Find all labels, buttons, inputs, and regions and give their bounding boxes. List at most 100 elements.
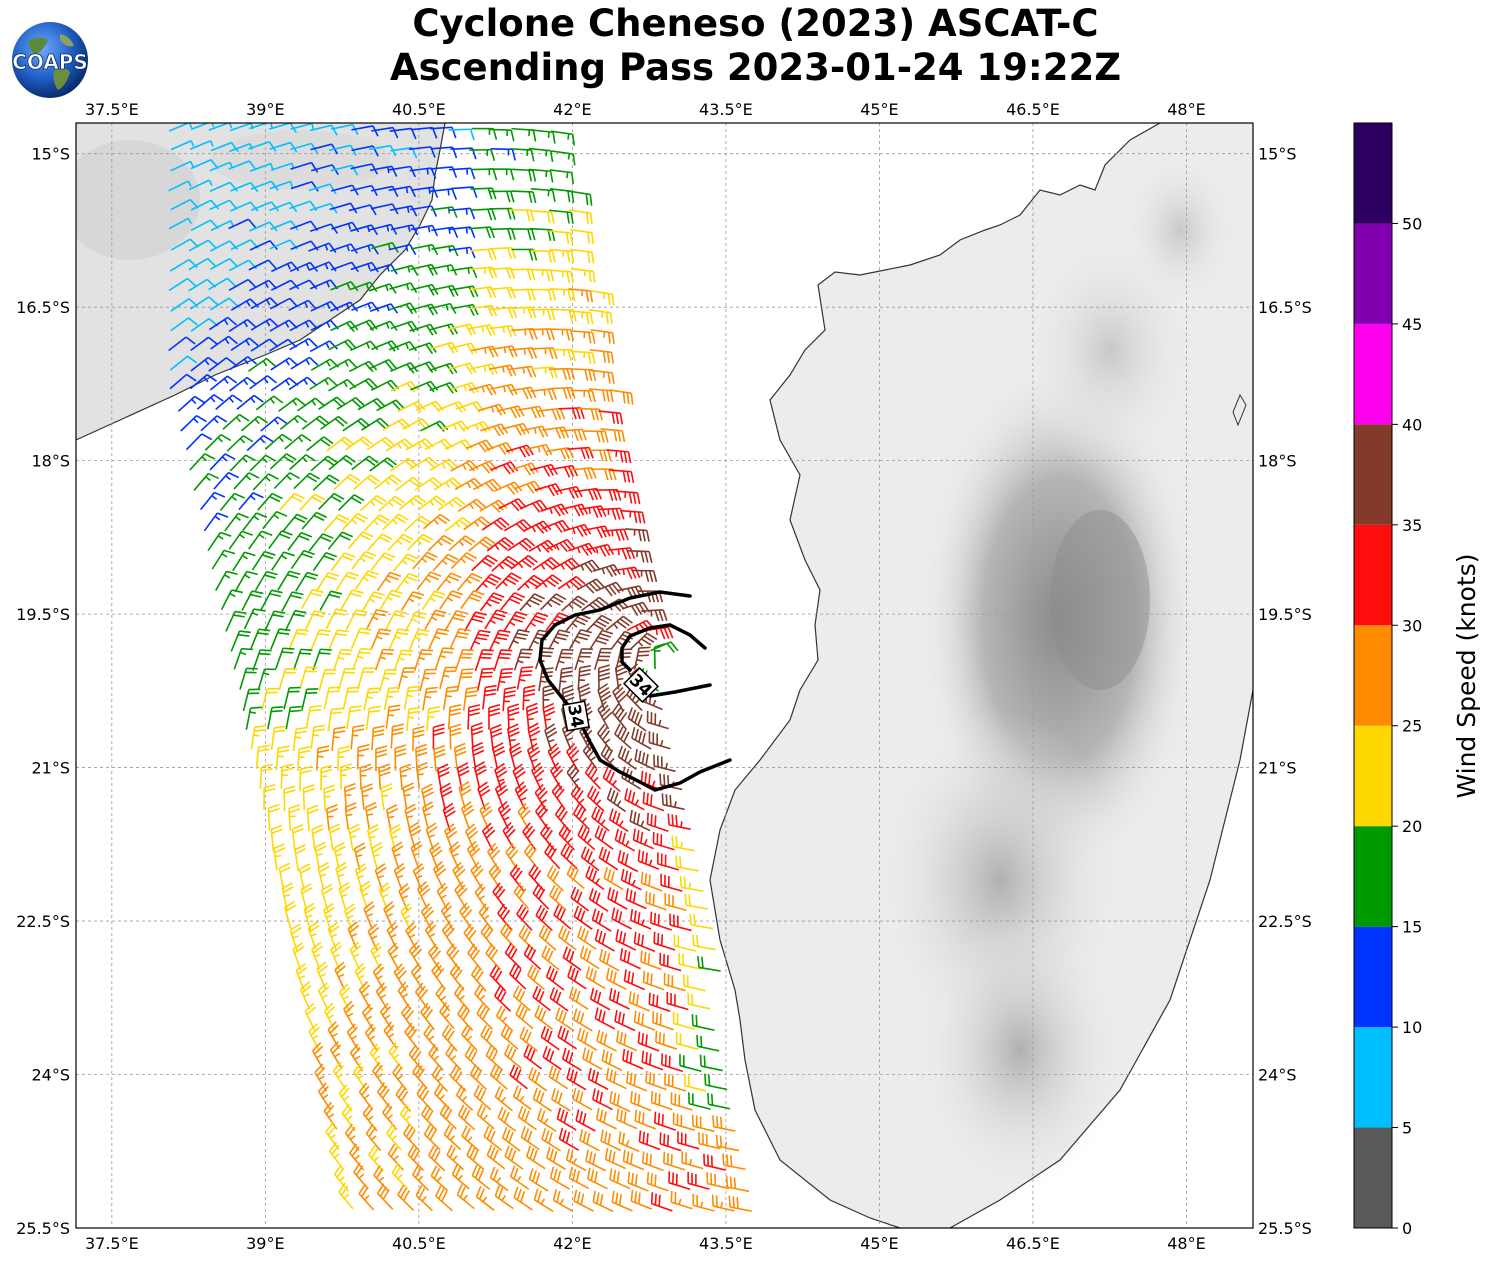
wind-barb [632, 828, 655, 850]
wind-barb [210, 220, 235, 232]
wind-barb [284, 609, 307, 631]
wind-barb [554, 804, 571, 832]
wind-barb [290, 123, 315, 130]
wind-barb [278, 862, 291, 891]
wind-barb [284, 900, 297, 929]
wind-barb [249, 221, 278, 232]
wind-barb [405, 921, 418, 951]
wind-barb [583, 430, 609, 443]
wind-barb [502, 686, 517, 712]
wind-barb [679, 875, 704, 892]
wind-barb [350, 340, 379, 352]
wind-barb [560, 428, 587, 441]
wind-barb [489, 286, 516, 299]
wind-barb [403, 685, 420, 710]
wind-barb [410, 840, 423, 869]
wind-barb [544, 842, 561, 870]
wind-barb [376, 571, 402, 592]
colorbar-tick-label: 30 [1402, 616, 1422, 635]
wind-barb [210, 258, 239, 271]
wind-barb [670, 1092, 693, 1111]
colorbar-tick-label: 35 [1402, 516, 1422, 535]
wind-barb [170, 160, 194, 172]
wind-barb [625, 1071, 648, 1092]
wind-barb [590, 290, 615, 306]
wind-barb [200, 491, 226, 511]
wind-barb [703, 1153, 726, 1171]
wind-barb [439, 666, 457, 690]
lon-tick-top: 40.5°E [392, 100, 446, 119]
wind-barb [385, 438, 414, 452]
coaps-logo: COAPS [12, 22, 88, 98]
wind-barb [260, 589, 283, 611]
wind-barb [293, 472, 320, 490]
wind-barb [560, 843, 578, 870]
wind-barb [666, 992, 689, 1011]
wind-barb [444, 516, 472, 532]
wind-barb [604, 1148, 626, 1170]
wind-barb [305, 705, 322, 729]
wind-barb [464, 823, 479, 852]
wind-barb [318, 492, 345, 510]
africa-coastline [76, 123, 446, 441]
wind-barb [483, 1125, 502, 1151]
wind-barb [520, 425, 549, 438]
wind-barb [228, 530, 253, 550]
colorbar-bin [1354, 223, 1392, 324]
wind-barb [425, 822, 438, 851]
wind-barb [526, 964, 546, 991]
wind-barb [261, 687, 279, 711]
wind-barb [593, 647, 613, 671]
lat-tick-left: 21°S [31, 759, 70, 778]
wind-barb [634, 748, 656, 771]
wind-barb [484, 609, 508, 630]
colorbar-tick-label: 10 [1402, 1018, 1422, 1037]
wind-barb [307, 921, 320, 950]
wind-barb [390, 224, 419, 236]
wind-barb [279, 414, 308, 430]
wind-barb [449, 1065, 467, 1092]
wind-barb [480, 922, 496, 950]
wind-barb [344, 802, 357, 830]
wind-barb [329, 1041, 343, 1070]
wind-barb [568, 287, 594, 303]
wind-barb [418, 495, 447, 511]
wind-barb [405, 706, 421, 732]
wind-barb [549, 209, 574, 224]
wind-barb [452, 861, 466, 890]
map-frame [75, 122, 1254, 1229]
wind-barb [428, 1145, 446, 1172]
wind-barb [270, 628, 291, 650]
wind-barb [308, 261, 337, 272]
wind-barb [270, 279, 300, 291]
wind-barb [420, 1104, 438, 1131]
wind-barb [426, 706, 441, 731]
wind-barb [606, 787, 626, 813]
wind-barb [189, 453, 216, 471]
wind-barb [317, 982, 330, 1011]
colorbar [1354, 123, 1392, 1228]
wind-barb [479, 499, 508, 513]
wind-barb [241, 590, 264, 611]
wind-barb [650, 911, 672, 931]
wind-barb [226, 435, 254, 452]
wind-barb [595, 488, 622, 501]
wind-barb [353, 1162, 369, 1190]
wind-barb [319, 590, 343, 611]
wind-barb [642, 970, 665, 991]
wind-barb [698, 1132, 721, 1150]
wind-barb [386, 1123, 402, 1151]
wind-barb [328, 629, 349, 651]
wind-barb [389, 302, 418, 315]
wind-barb [275, 745, 290, 771]
wind-barb [610, 630, 636, 650]
wind-barb [489, 724, 503, 751]
wind-barb [327, 531, 354, 550]
wind-barb [239, 667, 258, 690]
wind-barb [546, 538, 576, 553]
wind-barb [565, 1148, 587, 1172]
wind-barb [496, 405, 525, 419]
wind-barb [290, 180, 319, 192]
wind-barb [318, 668, 337, 692]
wind-barb [728, 1195, 752, 1212]
